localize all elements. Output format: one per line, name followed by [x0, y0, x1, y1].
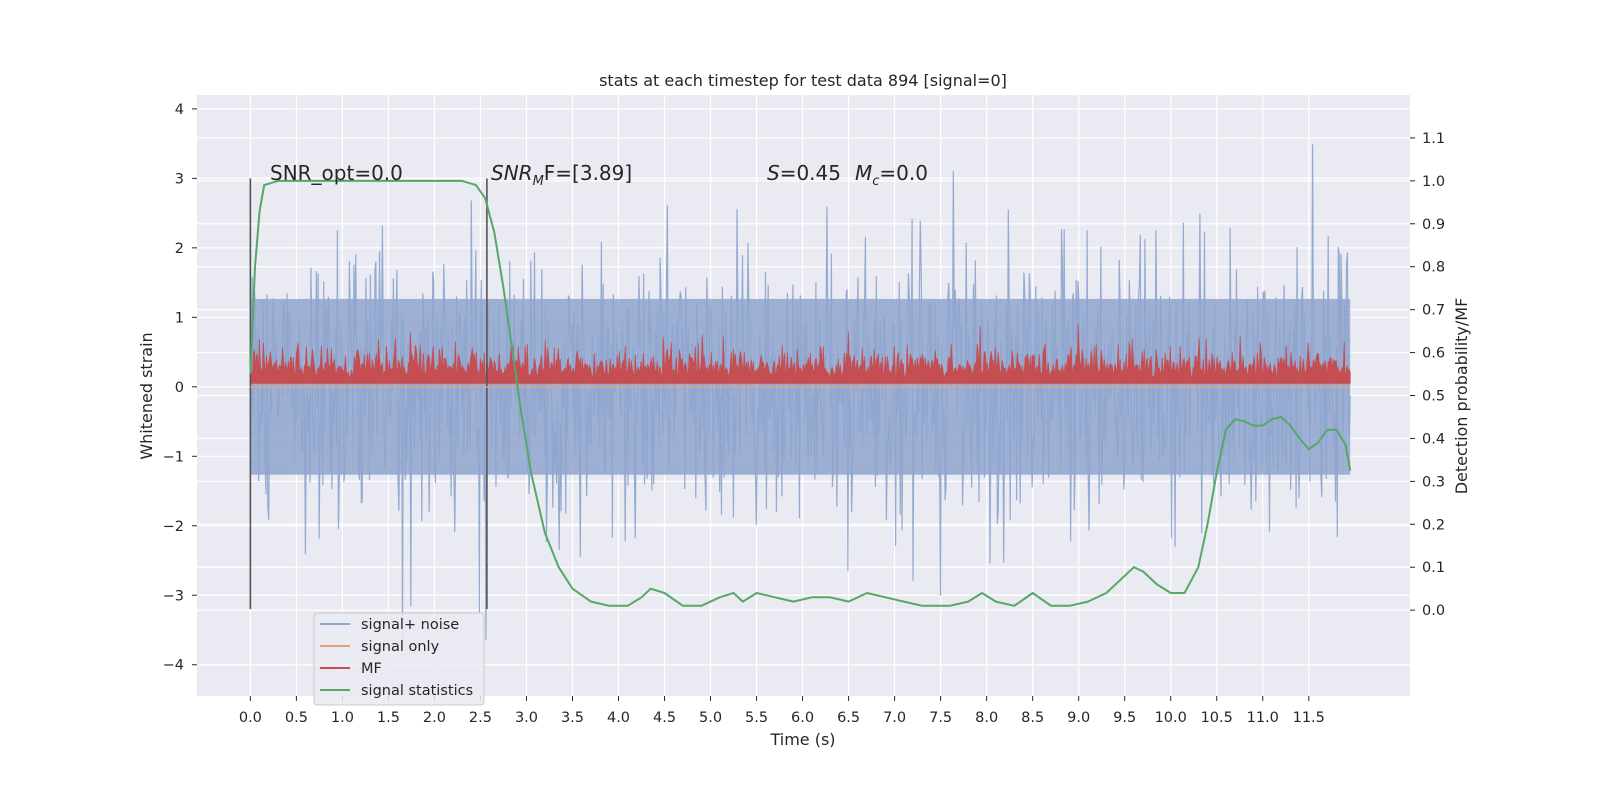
y-tick-label-left: 4 — [175, 102, 184, 118]
y-tick-label-left: 1 — [175, 310, 184, 326]
y-tick-label-right: 0.2 — [1422, 517, 1445, 533]
annotation-snr-mf-main: SNR — [491, 161, 533, 185]
annotation-mc-rest: =0.0 — [879, 161, 928, 185]
y-tick-label-right: 0.5 — [1422, 389, 1445, 405]
y-tick-label-left: −1 — [163, 449, 184, 465]
x-tick-label: 4.0 — [607, 710, 630, 726]
legend-box — [313, 612, 485, 706]
legend: signal+ noise signal only MF signal stat… — [313, 612, 485, 706]
annotation-mc-main: M — [855, 161, 872, 185]
signal-statistics-line — [249, 179, 1352, 607]
y-tick-label-right: 1.1 — [1422, 131, 1445, 147]
x-tick-label: 0.0 — [239, 710, 262, 726]
y-tick-label-right: 0.0 — [1422, 603, 1445, 619]
x-tick-label: 10.0 — [1155, 710, 1187, 726]
series-signal-statistics — [249, 179, 1352, 607]
chart-title: stats at each timestep for test data 894… — [599, 71, 1007, 90]
x-axis-label: Time (s) — [769, 730, 835, 749]
x-tick-label: 1.5 — [377, 710, 400, 726]
y-tick-label-right: 0.7 — [1422, 303, 1445, 319]
annotation-s-main: S — [767, 161, 780, 185]
x-tick-label: 3.0 — [515, 710, 538, 726]
annotation-snr-mf-rest: F=[3.89] — [544, 161, 632, 185]
y-tick-label-left: 2 — [175, 241, 184, 257]
y-tick-label-left: 0 — [175, 380, 184, 396]
annotation-mc-sub: c — [872, 174, 879, 189]
x-tick-label: 9.5 — [1113, 710, 1136, 726]
legend-label-signal-statistics: signal statistics — [361, 683, 473, 699]
x-tick-label: 6.0 — [791, 710, 814, 726]
y-tick-label-right: 1.0 — [1422, 174, 1445, 190]
mf-line — [249, 324, 1351, 384]
x-tick-label: 7.0 — [883, 710, 906, 726]
x-tick-label: 1.0 — [331, 710, 354, 726]
y-tick-label-right: 0.8 — [1422, 260, 1445, 276]
y-tick-label-left: −3 — [163, 588, 184, 604]
x-tick-label: 11.0 — [1247, 710, 1279, 726]
x-tick-label: 7.5 — [929, 710, 952, 726]
y-ticks-right: 1.1 1.0 0.9 0.8 0.7 0.6 0.5 0.4 0.3 0.2 0.1 0.0 — [1410, 131, 1445, 619]
x-tick-label: 2.0 — [423, 710, 446, 726]
legend-label-mf: MF — [361, 661, 382, 677]
legend-label-signal-noise: signal+ noise — [361, 617, 459, 633]
legend-label-signal-only: signal only — [361, 639, 440, 655]
y-tick-label-left: −4 — [163, 658, 184, 674]
x-tick-label: 9.0 — [1067, 710, 1090, 726]
x-ticks: 0.0 0.5 1.0 1.5 2.0 2.5 3.0 3.5 4.0 4.5 5.0 5.5 6.0 6… — [239, 696, 1325, 726]
annotation-snr-mf: SNRMF=[3.89] — [491, 161, 632, 189]
vertical-markers — [249, 178, 488, 610]
x-tick-label: 8.5 — [1021, 710, 1044, 726]
series-mf — [249, 324, 1351, 384]
x-tick-label: 4.5 — [653, 710, 676, 726]
annotation-snr-opt: SNR_opt=0.0 — [270, 161, 403, 185]
x-tick-label: 11.5 — [1293, 710, 1325, 726]
annotation-s-rest: =0.45 — [780, 161, 841, 185]
x-tick-label: 10.5 — [1201, 710, 1233, 726]
x-tick-label: 0.5 — [285, 710, 308, 726]
x-tick-label: 8.0 — [975, 710, 998, 726]
x-tick-label: 5.0 — [699, 710, 722, 726]
y-axis-label-left: Whitened strain — [137, 332, 156, 459]
y-tick-label-right: 0.3 — [1422, 474, 1445, 490]
x-tick-label: 5.5 — [745, 710, 768, 726]
x-tick-label: 6.5 — [837, 710, 860, 726]
y-tick-label-right: 0.1 — [1422, 560, 1445, 576]
y-tick-label-left: −2 — [163, 519, 184, 535]
y-ticks-left: 4 3 2 1 0 −1 −2 −3 −4 — [163, 102, 197, 674]
y-tick-label-right: 0.4 — [1422, 431, 1445, 447]
x-tick-label: 2.5 — [469, 710, 492, 726]
annotation-snr-mf-sub: M — [533, 174, 544, 189]
y-tick-label-right: 0.6 — [1422, 346, 1445, 362]
annotation-s-mc: S=0.45 Mc=0.0 — [767, 161, 928, 189]
x-tick-label: 3.5 — [561, 710, 584, 726]
y-tick-label-right: 0.9 — [1422, 217, 1445, 233]
y-axis-label-right: Detection probability/MF — [1452, 298, 1471, 495]
y-tick-label-left: 3 — [175, 171, 184, 187]
